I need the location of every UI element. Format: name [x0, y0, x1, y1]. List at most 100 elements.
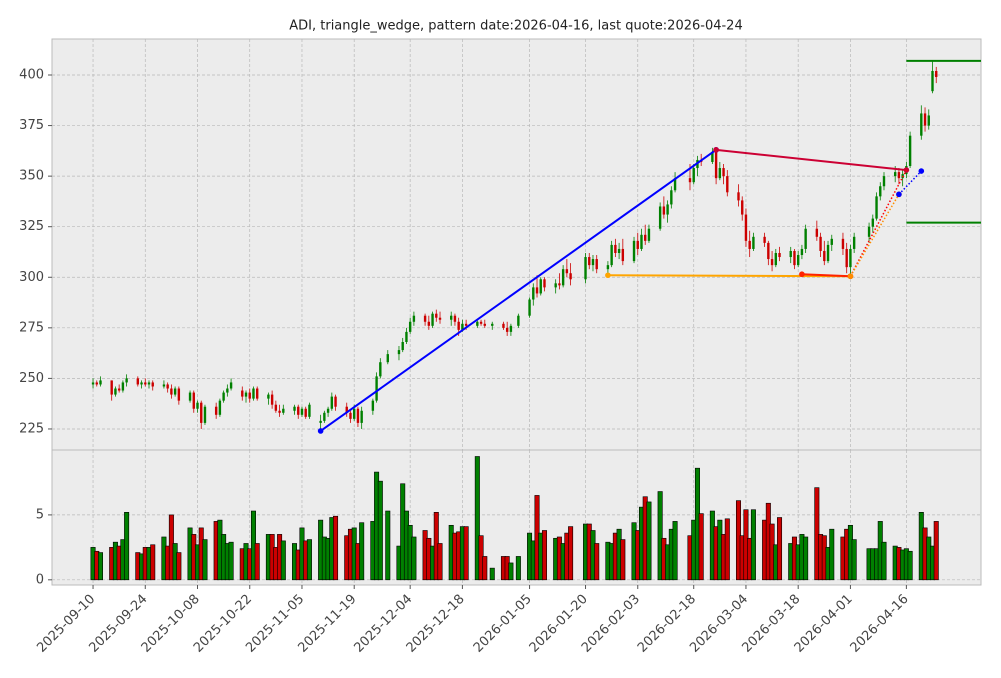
candle-body: [99, 380, 102, 385]
candle-body: [408, 321, 412, 332]
volume-bar: [657, 491, 663, 581]
candle-body: [737, 192, 740, 201]
candle-body: [688, 178, 692, 183]
candle-body: [282, 408, 285, 413]
candle-body: [270, 394, 274, 405]
candle-body: [144, 382, 147, 385]
pattern-line: [715, 148, 907, 172]
candle-body: [770, 259, 774, 266]
candle-body: [662, 206, 666, 215]
candle-body: [125, 378, 128, 383]
volume-bar: [777, 517, 783, 581]
candle-body: [248, 392, 251, 399]
candle-body: [218, 400, 222, 415]
volume-bar: [814, 487, 820, 581]
candle-body: [867, 226, 871, 237]
candle-body: [151, 382, 154, 387]
candle-body: [666, 204, 669, 215]
candle-body: [875, 196, 878, 219]
candle-body: [438, 317, 442, 320]
pattern-point: [918, 168, 925, 174]
candle-body: [565, 269, 569, 274]
candle-body: [371, 400, 375, 411]
volume-bar: [489, 567, 495, 581]
candle-body: [908, 135, 912, 167]
volume-bar: [385, 510, 391, 581]
volume-bar: [463, 526, 469, 581]
candle-body: [200, 402, 203, 423]
pattern-line: [320, 149, 717, 432]
candle-body: [543, 279, 546, 288]
candle-body: [222, 392, 225, 401]
volume-bar: [541, 530, 547, 581]
chart-title: ADI, triangle_wedge, pattern date:2026-0…: [289, 19, 742, 34]
candle-body: [796, 255, 800, 266]
candle-body: [349, 412, 352, 419]
candle-body: [793, 250, 796, 266]
candle-body: [558, 283, 561, 286]
candle-body: [464, 323, 468, 326]
candle-body: [435, 313, 438, 318]
candle-body: [841, 238, 845, 249]
candle-body: [170, 388, 173, 395]
candle-body: [278, 410, 281, 413]
candle-body: [927, 115, 930, 126]
candle-body: [614, 244, 617, 253]
candle-body: [640, 234, 643, 249]
candle-body: [476, 321, 479, 326]
pattern-line: [607, 274, 851, 278]
y-tick-label: 375: [19, 118, 44, 133]
volume-bar: [377, 480, 383, 581]
candle-body: [330, 396, 334, 409]
candle-body: [711, 151, 714, 162]
pattern-line: [801, 273, 851, 278]
x-tick-label: 2026-01-05: [471, 592, 535, 656]
candle-body: [319, 420, 322, 423]
candle-body: [778, 252, 781, 258]
candle-body: [670, 190, 673, 205]
volume-bar: [933, 521, 939, 581]
candle-body: [326, 408, 330, 413]
y-tick-label: 225: [19, 421, 44, 436]
candle-body: [539, 279, 542, 294]
y-tick-label: 350: [19, 169, 44, 184]
candle-body: [491, 323, 494, 326]
candle-body: [595, 259, 598, 270]
volume-bar: [150, 544, 156, 581]
volume-bar: [907, 550, 913, 581]
candle-body: [722, 168, 725, 177]
candle-body: [427, 321, 431, 326]
y-tick-label: 400: [19, 68, 44, 83]
y-tick-label: 325: [19, 219, 44, 234]
candle-body: [173, 388, 177, 395]
volume-bar: [620, 539, 626, 581]
volume-bar: [202, 539, 208, 581]
candle-body: [308, 404, 311, 417]
candle-body: [920, 113, 923, 136]
volume-bar: [568, 526, 574, 581]
pattern-point: [713, 147, 719, 153]
candle-body: [375, 376, 378, 401]
volume-bar: [594, 543, 600, 581]
candle-body: [505, 327, 509, 332]
candle-body: [114, 388, 117, 395]
pattern-point: [799, 271, 805, 278]
candle-body: [300, 408, 304, 415]
volume-bar: [437, 543, 443, 581]
candle-body: [535, 287, 539, 294]
candle-body: [617, 248, 621, 253]
pattern-point: [317, 428, 324, 434]
candle-body: [136, 378, 140, 385]
candle-body: [356, 408, 360, 423]
candle-body: [110, 380, 113, 395]
volume-bar: [829, 528, 835, 581]
candle-body: [379, 362, 382, 377]
candle-body: [177, 388, 181, 401]
candle-body: [517, 315, 520, 326]
volume-bar: [228, 541, 234, 581]
candle-body: [741, 200, 744, 215]
candle-body: [95, 382, 98, 385]
candle-body: [450, 315, 453, 320]
candle-body: [569, 273, 572, 280]
